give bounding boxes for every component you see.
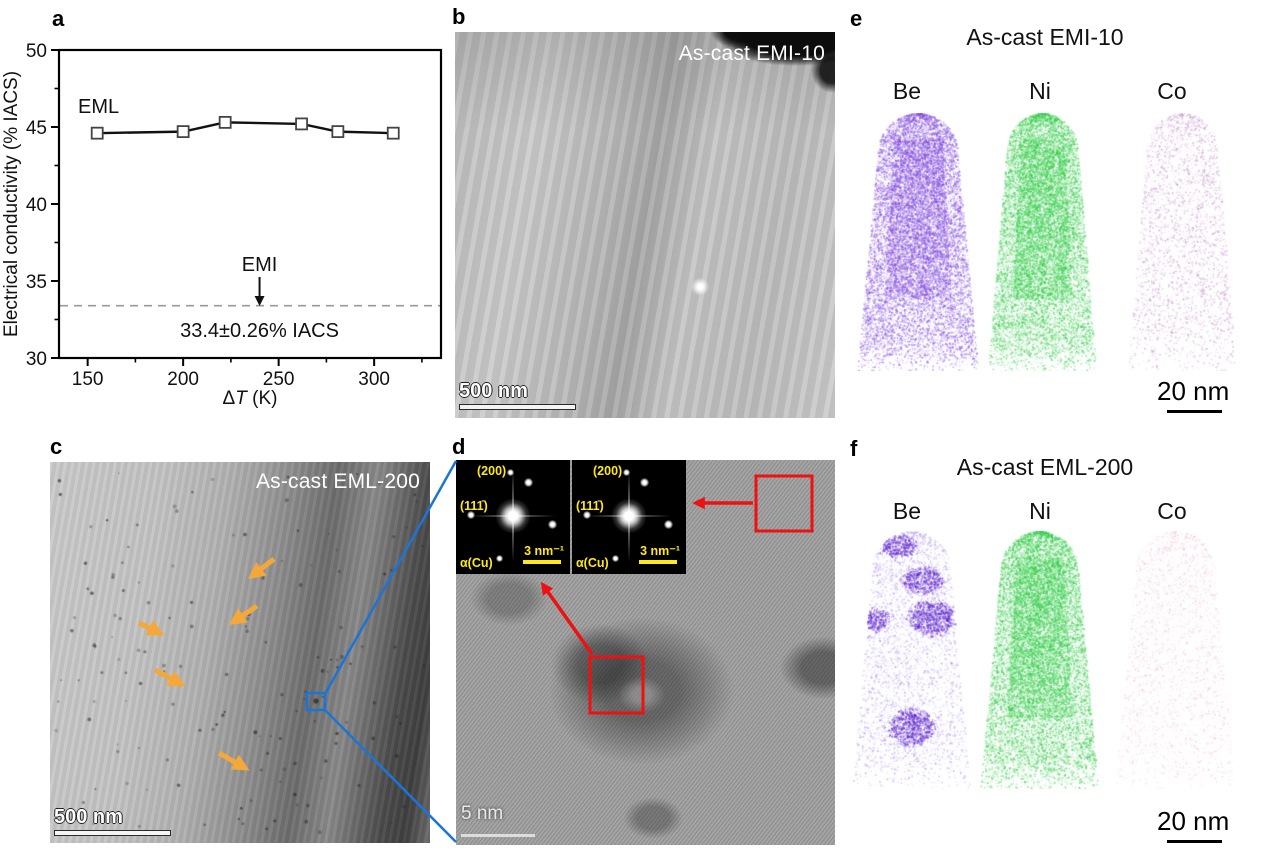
eml-series-line	[97, 121, 394, 135]
panel-label-b: b	[452, 4, 466, 29]
fft-scale-label: 3 nm⁻¹	[524, 543, 564, 558]
element-label-be-e: Be	[892, 78, 922, 104]
fft-plane-111: (111̄)	[576, 499, 604, 513]
fft-inset-matrix: (200) (111̄) α(Cu) 3 nm⁻¹	[456, 460, 570, 574]
y-axis-title: Electrical conductivity (% IACS)	[1, 71, 22, 337]
panel-label-c: c	[50, 434, 63, 459]
emi-arrow-head-icon	[254, 296, 265, 306]
emi-label: EMI	[242, 254, 278, 276]
eml-series-label: EML	[78, 96, 119, 118]
fft-inset-precipitate: (200) (111̄) α(Cu) 3 nm⁻¹	[572, 460, 686, 574]
fft-central-spot-icon	[471, 470, 555, 562]
scale-bar-label-e: 20 nm	[1157, 376, 1230, 406]
dark-blob-b	[685, 32, 835, 94]
tem-image-eml-200: As-cast EML-200 500 nm	[50, 462, 430, 843]
emi-value-annotation: 33.4±0.26% IACS	[180, 320, 339, 342]
tem-texture-b	[455, 32, 835, 418]
fft-spot-icon	[612, 555, 619, 562]
apt-map-be-e	[855, 113, 980, 371]
x-tick-label: 200	[167, 369, 199, 390]
y-tick-label: 30	[26, 349, 47, 370]
apt-map-ni-e	[986, 113, 1098, 371]
y-tick-label: 50	[26, 41, 47, 62]
fft-spot-icon	[507, 469, 514, 476]
precipitate-dots-canvas	[50, 462, 430, 843]
fft-spot-icon	[496, 555, 503, 562]
y-tick-label: 35	[26, 272, 47, 293]
scale-bar-label-d: 5 nm	[461, 803, 504, 824]
fft-phase-label: α(Cu)	[460, 555, 493, 570]
tem-image-emi-10: As-cast EMI-10 500 nm	[455, 32, 835, 418]
fft-spot-icon	[664, 520, 673, 529]
apt-map-co-e	[1126, 113, 1238, 371]
fft-plane-111: (111̄)	[460, 499, 488, 513]
fft-spot-icon	[467, 511, 475, 519]
panel-label-d: d	[452, 434, 466, 459]
panel-title-f: As-cast EML-200	[956, 454, 1134, 480]
scale-bar-label-b: 500 nm	[459, 380, 528, 402]
fft-scale-label: 3 nm⁻¹	[640, 543, 680, 558]
fft-spot-icon	[583, 511, 591, 519]
y-tick-label: 45	[26, 118, 47, 139]
eml-marker	[90, 126, 104, 140]
element-label-ni-f: Ni	[1029, 498, 1051, 524]
hrtem-image: (200) (111̄) α(Cu) 3 nm⁻¹ (200) (111̄) α…	[456, 460, 835, 845]
x-tick-label: 300	[358, 369, 390, 390]
fft-spot-icon	[548, 520, 557, 529]
element-label-co-f: Co	[1157, 498, 1187, 524]
fft-plane-200: (200)	[593, 464, 623, 478]
fft-spot-icon	[640, 478, 649, 487]
eml-marker	[331, 125, 345, 139]
panel-label-a: a	[52, 6, 65, 31]
scale-bar-f	[1167, 840, 1222, 843]
element-label-co-e: Co	[1157, 78, 1187, 104]
fft-plane-200: (200)	[477, 464, 507, 478]
sample-label-c: As-cast EML-200	[255, 470, 420, 493]
apt-map-be-f	[850, 531, 972, 789]
scale-bar-label-f: 20 nm	[1157, 806, 1230, 836]
eml-marker	[386, 126, 400, 140]
scale-bar-e	[1167, 410, 1222, 413]
panel-title-e: As-cast EMI-10	[966, 24, 1124, 50]
fft-central-spot-icon	[587, 470, 671, 562]
fft-spot-icon	[623, 469, 630, 476]
fft-spot-icon	[524, 478, 533, 487]
fft-scale-bar	[523, 560, 561, 564]
x-tick-label: 150	[72, 369, 104, 390]
y-tick-label: 40	[26, 195, 47, 216]
eml-marker	[218, 115, 232, 129]
scale-bar-b	[459, 404, 576, 410]
apt-map-co-f	[1113, 531, 1237, 789]
x-tick-label: 250	[263, 369, 295, 390]
panel-label-e: e	[850, 6, 863, 31]
fft-phase-label: α(Cu)	[576, 555, 609, 570]
element-label-ni-e: Ni	[1029, 78, 1051, 104]
x-axis-title: ΔT (K)	[223, 388, 278, 409]
sample-label-b: As-cast EMI-10	[678, 42, 825, 65]
scale-bar-d	[461, 834, 535, 837]
scale-bar-label-c: 500 nm	[54, 806, 123, 828]
fft-scale-bar	[639, 560, 677, 564]
panel-label-f: f	[850, 436, 858, 461]
scale-bar-c	[54, 830, 171, 836]
apt-map-ni-f	[978, 531, 1100, 789]
eml-marker	[295, 117, 308, 131]
eml-marker	[176, 125, 190, 139]
element-label-be-f: Be	[892, 498, 922, 524]
